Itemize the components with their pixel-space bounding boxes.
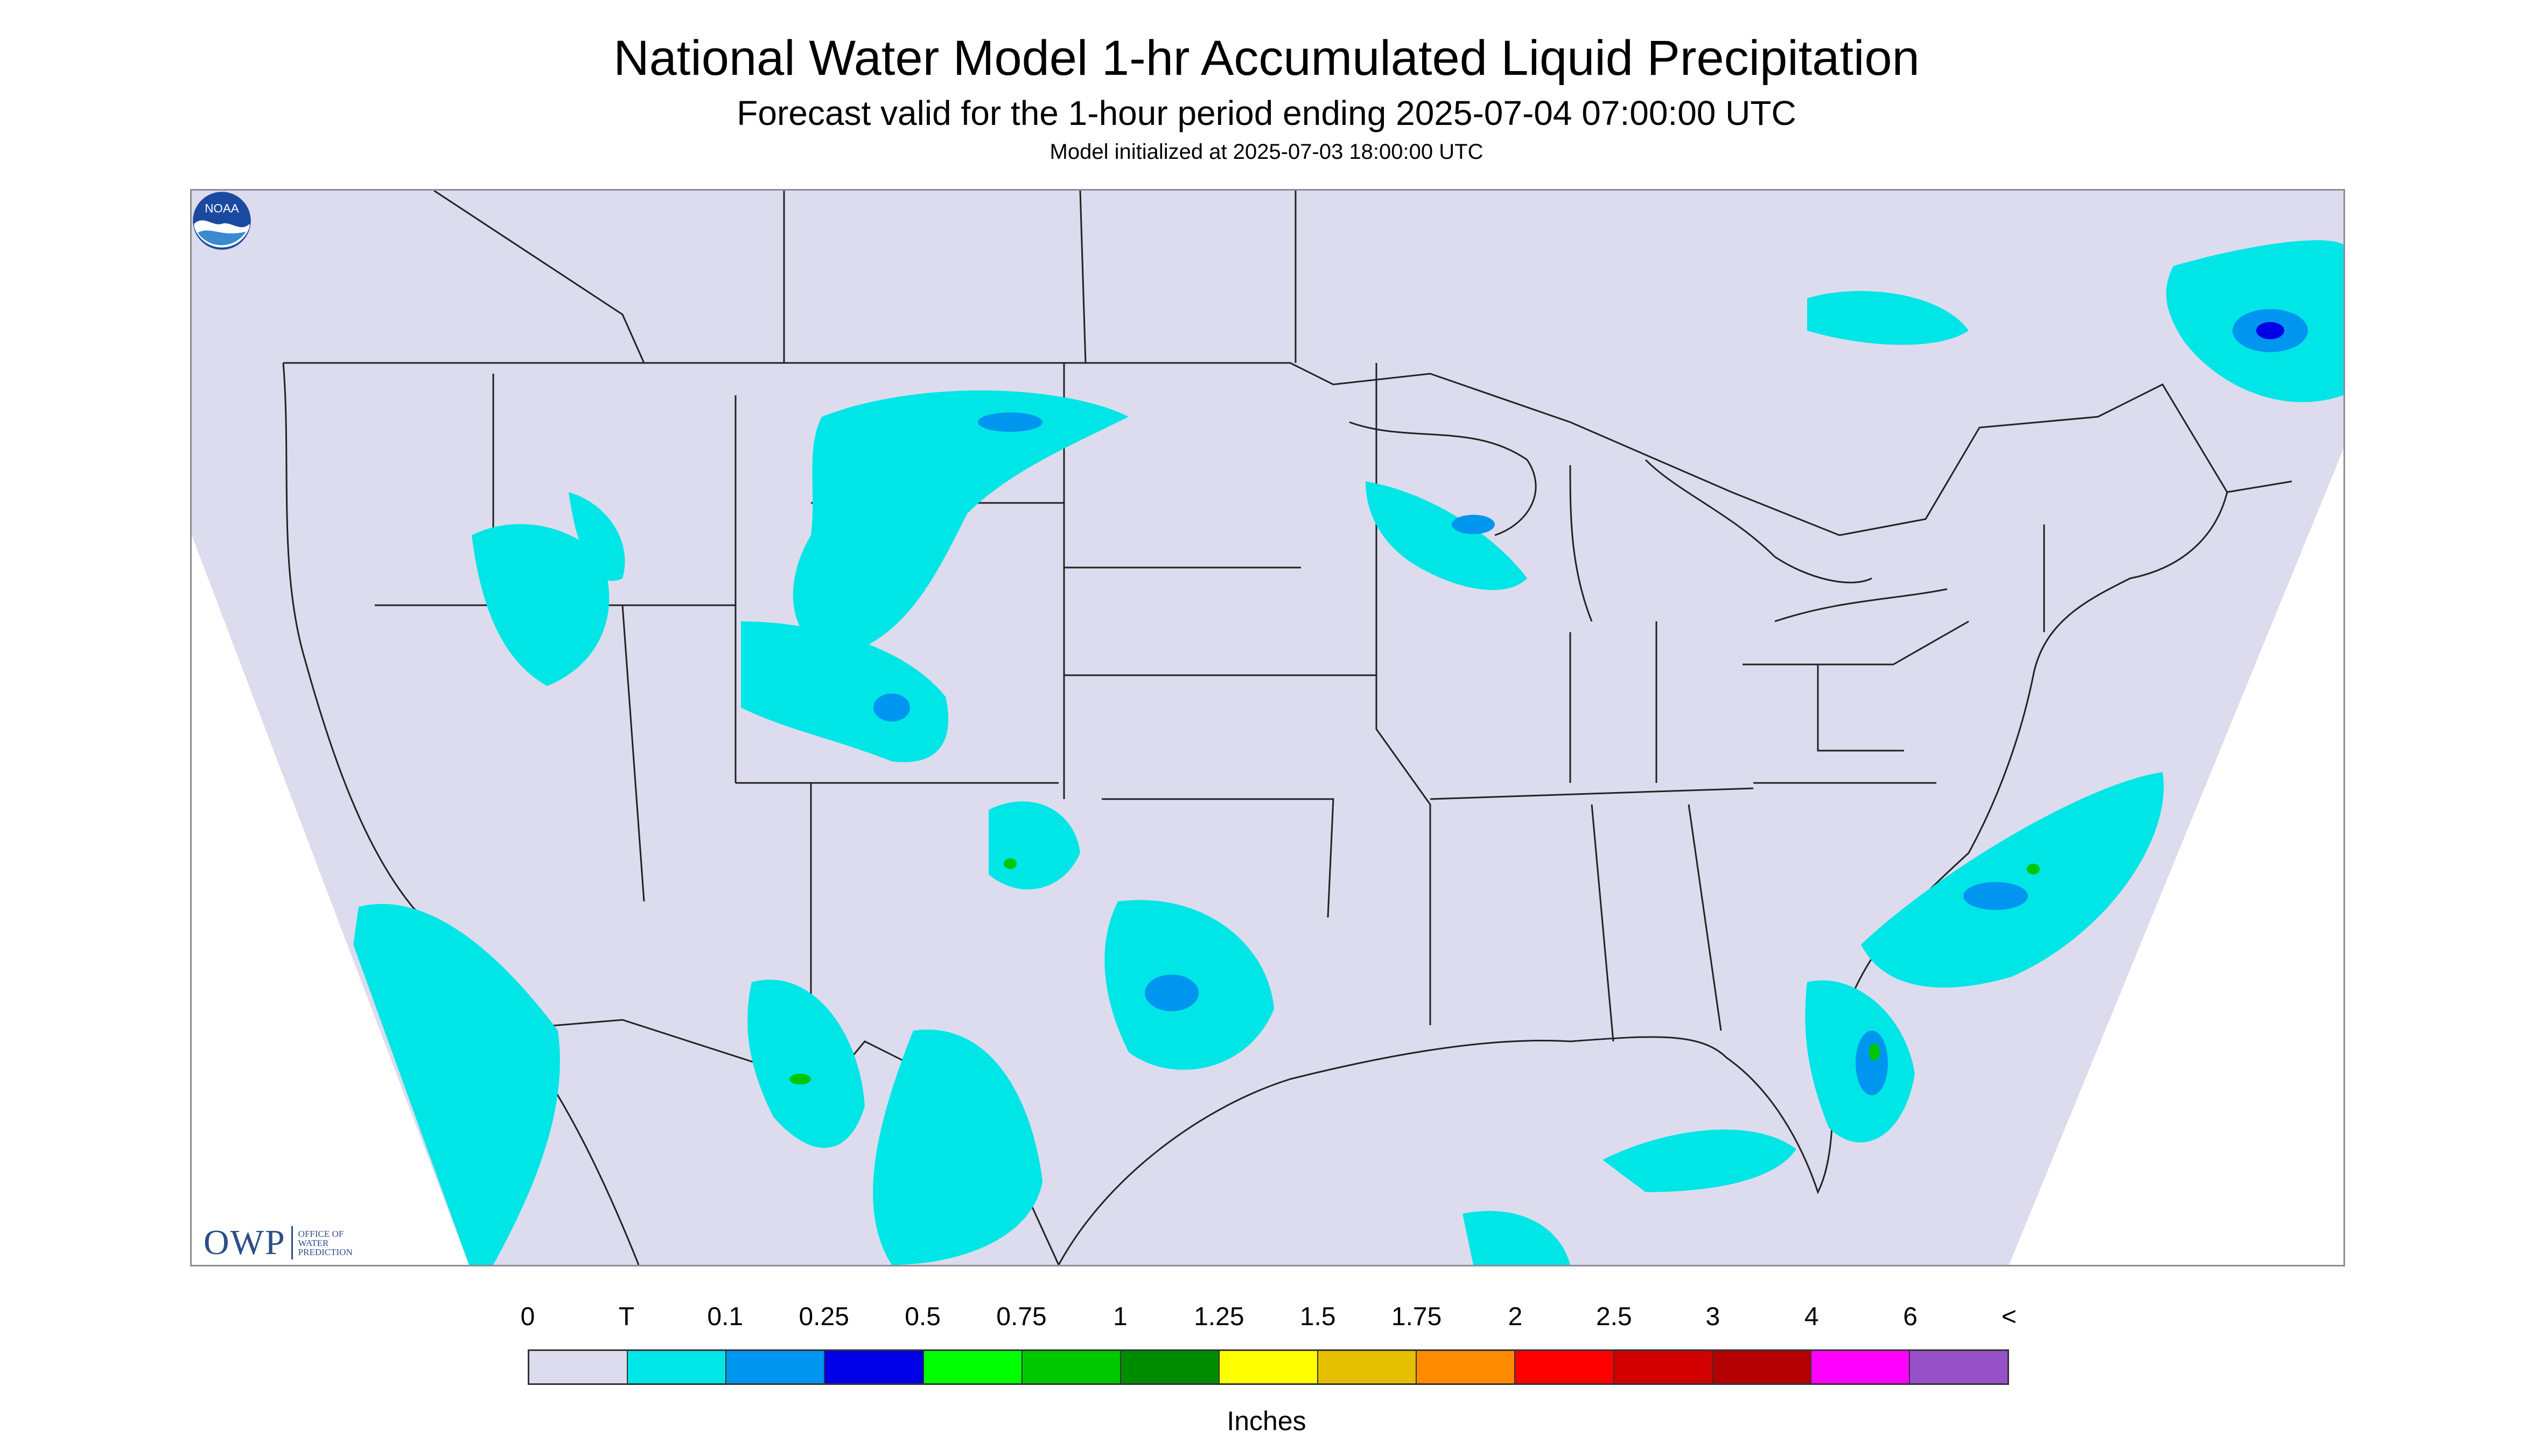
owp-logo-divider [291, 1226, 293, 1259]
model-init-line: Model initialized at 2025-07-03 18:00:00… [1049, 140, 1484, 164]
owp-logo: OWP OFFICE OF WATER PREDICTION [204, 1222, 353, 1263]
legend-swatch [1909, 1351, 2008, 1383]
legend-swatch [923, 1351, 1023, 1383]
legend-tick-label: 1 [1113, 1303, 1128, 1331]
legend-color-bar [528, 1349, 2009, 1385]
precipitation-areas [353, 240, 2343, 1265]
legend-tick-label: 4 [1804, 1303, 1819, 1331]
owp-logo-line: OFFICE OF [298, 1228, 344, 1239]
legend-swatch [825, 1351, 924, 1383]
legend-swatch [1515, 1351, 1614, 1383]
legend-swatch [628, 1351, 727, 1383]
legend-tick-label: 2.5 [1596, 1303, 1632, 1331]
owp-logo-line: WATER [298, 1237, 329, 1248]
legend-tick-label: 2 [1508, 1303, 1523, 1331]
legend-tick-label: T [618, 1303, 635, 1331]
noaa-logo: NOAA [193, 192, 251, 250]
owp-logo-text: OFFICE OF WATER PREDICTION [298, 1229, 353, 1257]
legend-tick-label: 3 [1705, 1303, 1720, 1331]
legend-units-label: Inches [1227, 1406, 1306, 1436]
map-borders [282, 191, 2292, 1265]
legend-tick-label: 1.75 [1391, 1303, 1442, 1331]
owp-logo-line: PREDICTION [298, 1247, 353, 1257]
legend-swatch [1022, 1351, 1121, 1383]
legend-tick-label: 0.75 [996, 1303, 1047, 1331]
legend-swatch [726, 1351, 825, 1383]
legend-swatch [1712, 1351, 1811, 1383]
owp-logo-mark: OWP [204, 1223, 286, 1262]
precipitation-map: OWP OFFICE OF WATER PREDICTION NOAA [190, 189, 2345, 1266]
map-title: National Water Model 1-hr Accumulated Li… [613, 31, 1920, 86]
legend-swatch [1219, 1351, 1319, 1383]
legend-swatch [529, 1351, 628, 1383]
legend-swatch [1614, 1351, 1713, 1383]
legend-tick-label: < [2001, 1303, 2017, 1331]
legend-swatch [1121, 1351, 1220, 1383]
legend-tick-label: 1.5 [1299, 1303, 1336, 1331]
map-canvas [192, 191, 2343, 1265]
noaa-logo-text: NOAA [205, 201, 239, 215]
legend-tick-label: 0.1 [707, 1303, 744, 1331]
legend-tick-label: 0.25 [799, 1303, 849, 1331]
map-subtitle: Forecast valid for the 1-hour period end… [737, 94, 1796, 132]
legend-swatch [1318, 1351, 1417, 1383]
model-domain [192, 191, 2343, 1265]
legend-tick-label: 0 [520, 1303, 535, 1331]
legend-swatch [1417, 1351, 1516, 1383]
legend-tick-label: 1.25 [1194, 1303, 1244, 1331]
legend-tick-label: 6 [1903, 1303, 1918, 1331]
legend-swatch [1811, 1351, 1910, 1383]
legend-tick-label: 0.5 [905, 1303, 941, 1331]
legend-tick-labels: 0 T 0.1 0.25 0.5 0.75 1 1.25 1.5 1.75 2 2.5 3 4 6 < [521, 1302, 2017, 1334]
